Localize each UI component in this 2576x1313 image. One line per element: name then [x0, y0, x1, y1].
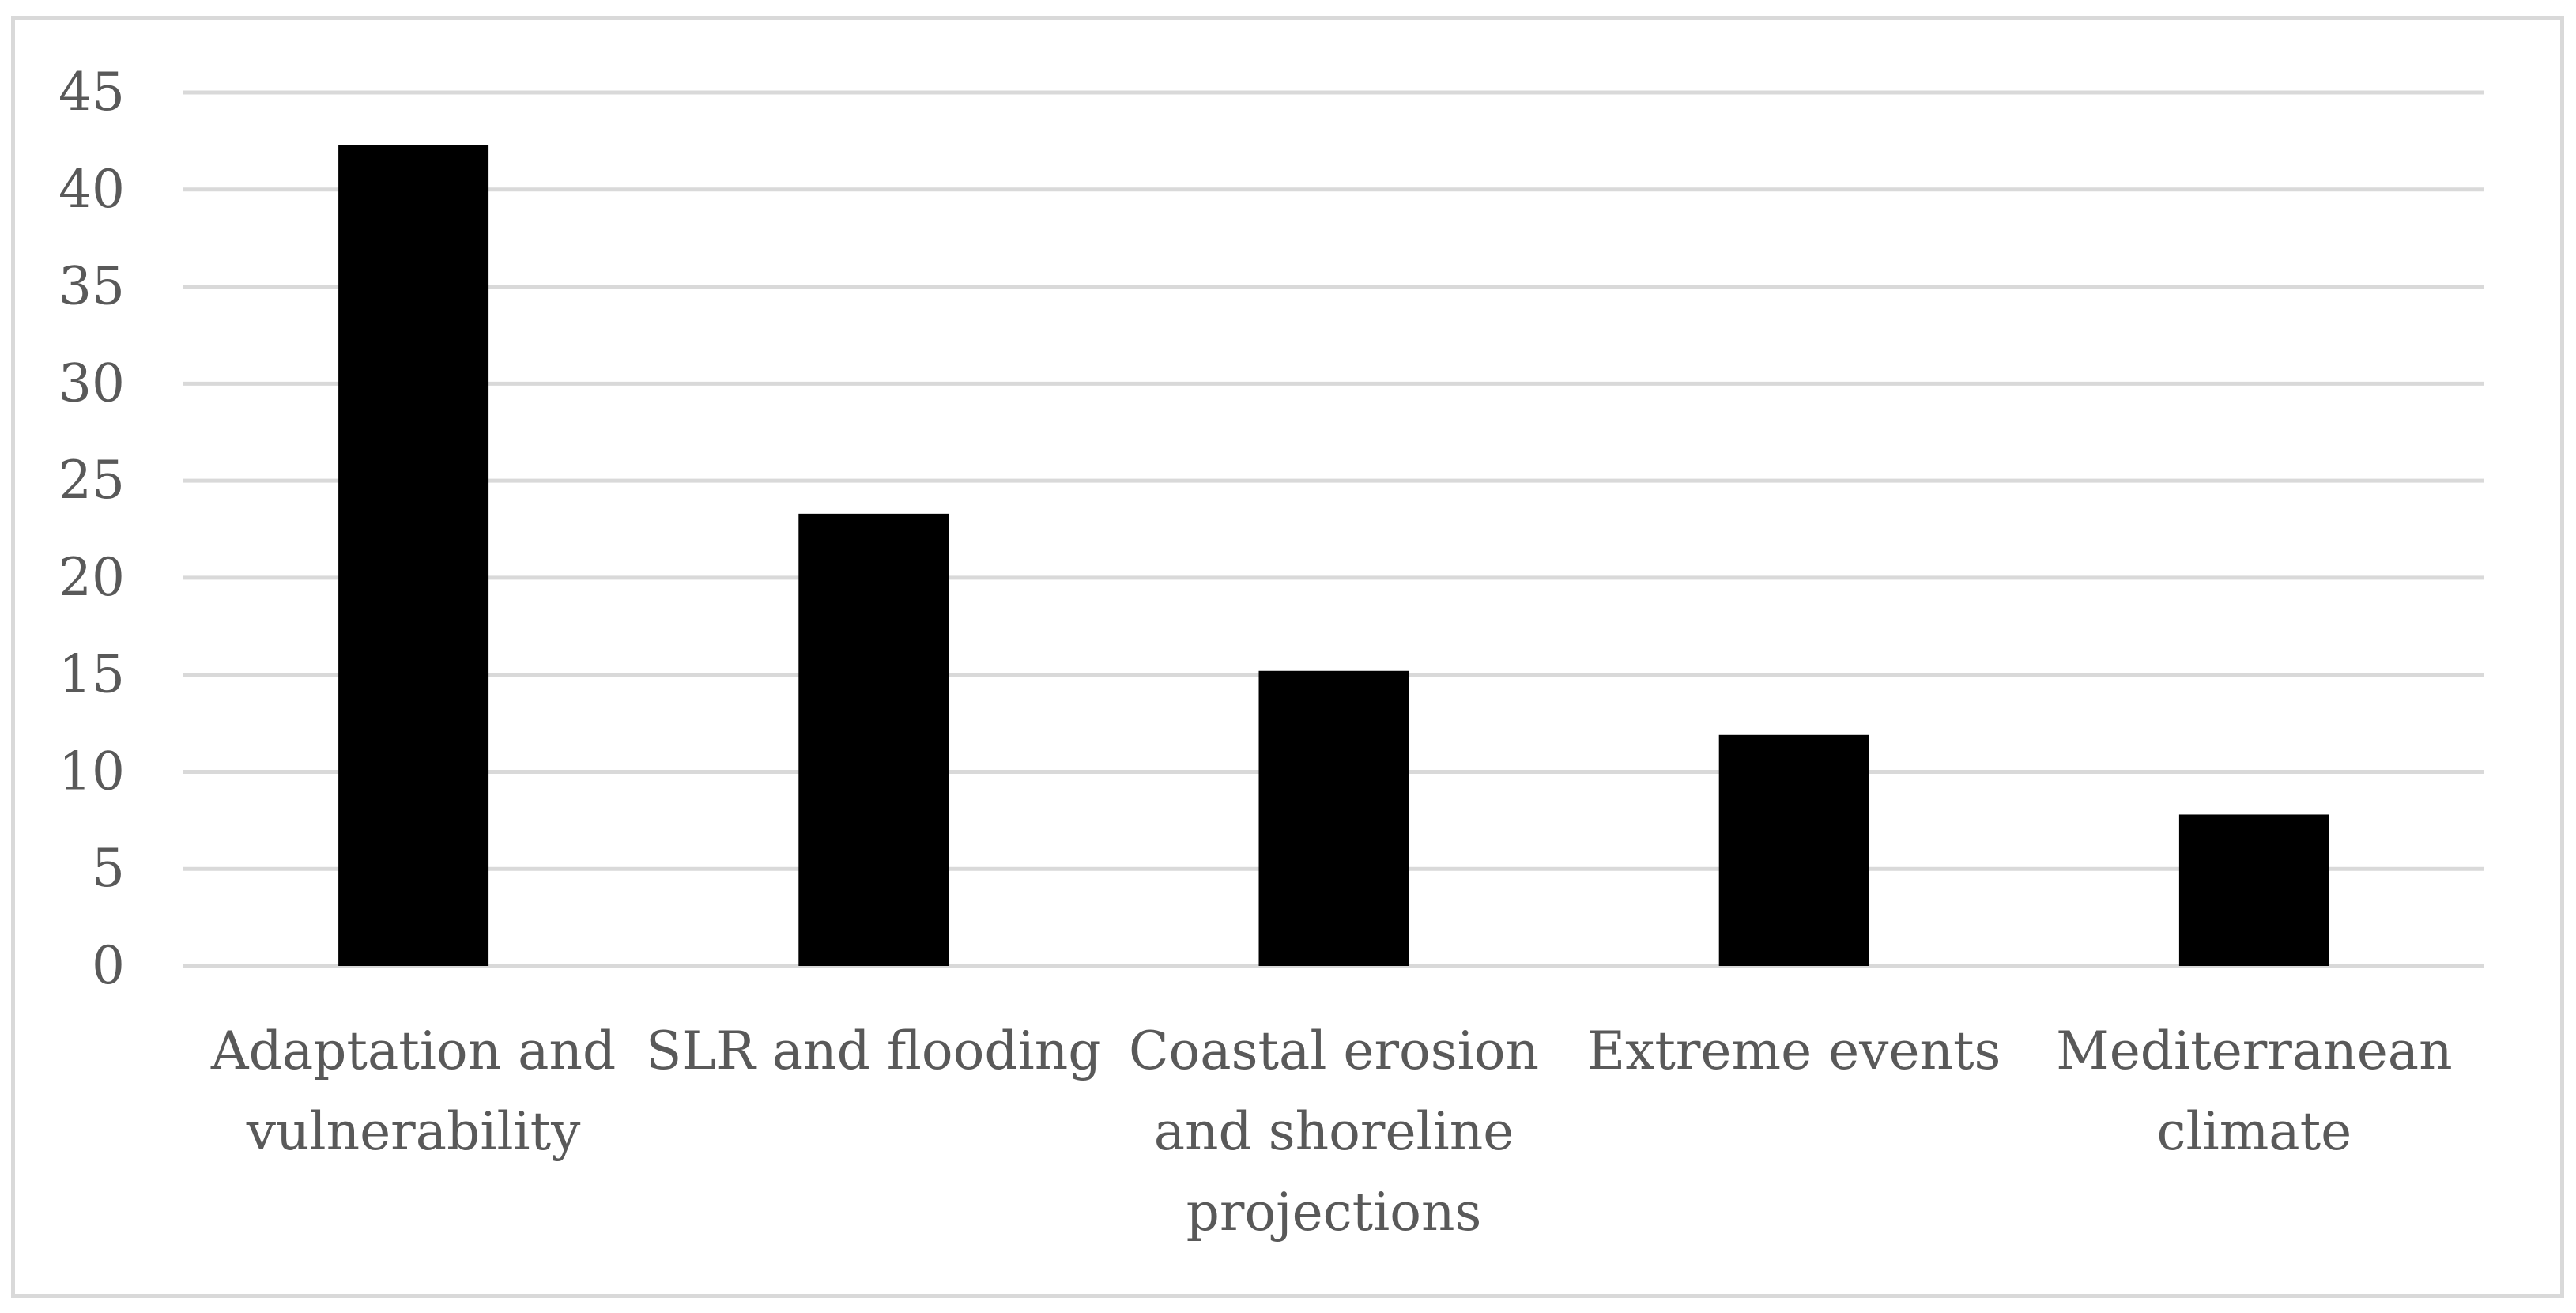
- category-label-line: Coastal erosion: [1129, 1021, 1539, 1081]
- category-label-line: projections: [1186, 1182, 1482, 1243]
- category-label-line: SLR and flooding: [646, 1021, 1101, 1081]
- y-tick-label: 5: [92, 838, 125, 899]
- y-tick-label: 45: [58, 62, 125, 123]
- bar-1: [798, 513, 949, 966]
- category-label-line: climate: [2157, 1101, 2352, 1162]
- category-label-line: Adaptation and: [210, 1021, 616, 1081]
- y-tick-label: 25: [58, 450, 125, 511]
- bar-4: [2178, 814, 2329, 966]
- category-label-line: and shoreline: [1154, 1101, 1514, 1162]
- bars: [338, 145, 2329, 966]
- y-tick-label: 20: [58, 547, 125, 608]
- bar-2: [1258, 670, 1409, 966]
- y-tick-label: 35: [58, 256, 125, 317]
- x-axis-category-labels: Adaptation and vulnerability SLR and flood…: [210, 1021, 2453, 1243]
- category-label: Adaptation and vulnerability: [210, 1021, 616, 1162]
- y-axis-tick-labels: 0 5 10 15 20 25 30 35 40 45: [58, 62, 125, 996]
- bar-0: [338, 145, 489, 966]
- y-tick-label: 10: [58, 741, 125, 802]
- category-label-line: Extreme events: [1587, 1021, 2001, 1081]
- category-label: Mediterranean climate: [2056, 1021, 2452, 1162]
- y-tick-label: 40: [58, 159, 125, 220]
- category-label: SLR and flooding: [646, 1021, 1101, 1081]
- bar-3: [1718, 734, 1869, 966]
- category-label: Coastal erosion and shoreline projections: [1129, 1021, 1539, 1243]
- y-tick-label: 30: [58, 353, 125, 413]
- category-label-line: Mediterranean: [2056, 1021, 2452, 1081]
- y-tick-label: 15: [58, 644, 125, 705]
- y-tick-label: 0: [92, 935, 125, 996]
- category-label: Extreme events: [1587, 1021, 2001, 1081]
- gridlines: [183, 90, 2484, 968]
- category-label-line: vulnerability: [246, 1101, 581, 1162]
